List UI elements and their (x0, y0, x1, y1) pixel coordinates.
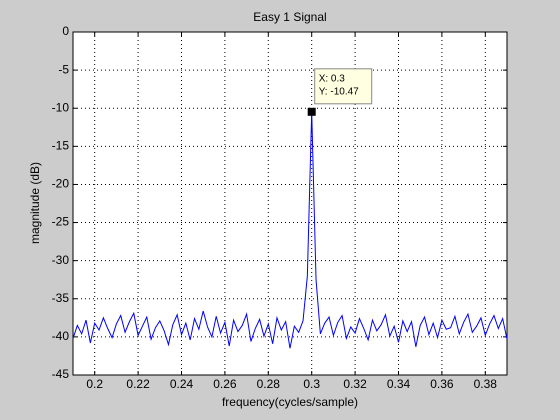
datatip-box (314, 68, 373, 105)
y-axis-label: magnitude (dB) (28, 162, 42, 244)
y-tick-label: -30 (52, 253, 70, 267)
x-tick-label: 0.22 (126, 377, 150, 391)
x-tick-label: 0.2 (86, 377, 103, 391)
datatip-text: Y: -10.47 (319, 86, 359, 97)
chart-title: Easy 1 Signal (253, 10, 326, 24)
x-tick-label: 0.28 (257, 377, 281, 391)
y-tick-label: -25 (52, 215, 70, 229)
x-tick-label: 0.38 (474, 377, 498, 391)
x-axis-label: frequency(cycles/sample) (222, 395, 358, 409)
y-tick-label: -45 (52, 367, 70, 381)
x-tick-label: 0.26 (213, 377, 237, 391)
x-tick-label: 0.3 (303, 377, 320, 391)
x-tick-label: 0.24 (170, 377, 194, 391)
datatip-text: X: 0.3 (319, 73, 346, 84)
y-tick-label: -35 (52, 291, 70, 305)
datatip-marker (307, 107, 316, 116)
y-tick-label: -20 (52, 177, 70, 191)
datatip: X: 0.3 Y: -10.47 (314, 68, 373, 105)
x-tick-label: 0.32 (343, 377, 367, 391)
x-tick-label: 0.34 (387, 377, 411, 391)
y-tick-label: -15 (52, 139, 70, 153)
plot-area (73, 32, 507, 375)
y-tick-label: 0 (62, 24, 69, 38)
y-tick-label: -40 (52, 329, 70, 343)
y-tick-label: -10 (52, 100, 70, 114)
axes-box (72, 31, 508, 376)
line-series (72, 111, 508, 349)
x-tick-label: 0.36 (430, 377, 454, 391)
y-tick-label: -5 (58, 62, 69, 76)
